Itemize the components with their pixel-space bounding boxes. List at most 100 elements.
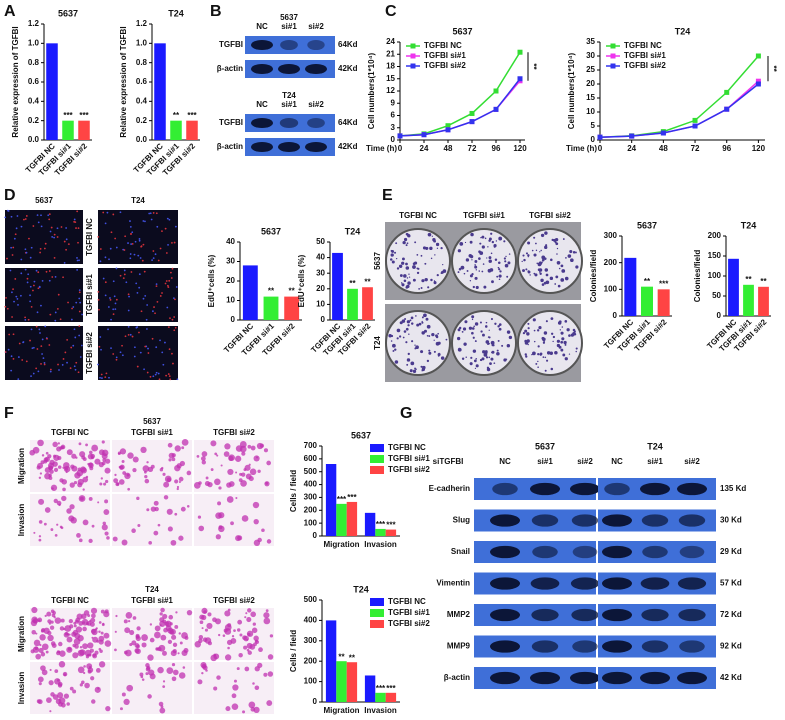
y-tick-label: 10 xyxy=(226,296,235,305)
y-tick-label: 700 xyxy=(304,441,318,450)
marker xyxy=(692,123,698,129)
colony xyxy=(529,274,531,276)
colony xyxy=(424,277,428,282)
cell-dot xyxy=(123,249,126,251)
cell-dot xyxy=(137,254,140,257)
cell-blob xyxy=(137,524,141,528)
y-tick-label: 200 xyxy=(304,505,318,514)
cell-dot xyxy=(33,284,35,287)
cell-blob xyxy=(38,535,42,538)
bar xyxy=(336,503,347,536)
colony xyxy=(541,261,543,263)
cell-blob xyxy=(35,632,38,635)
cell-dot xyxy=(112,280,115,283)
colony xyxy=(412,369,417,373)
blot-band xyxy=(305,141,327,153)
y-tick-label: 0.6 xyxy=(136,77,148,86)
cell-blob xyxy=(247,632,251,637)
colony xyxy=(403,274,407,278)
cell-blob xyxy=(48,466,53,471)
cell-dot xyxy=(16,298,19,300)
marker xyxy=(660,130,666,136)
legend-marker xyxy=(410,43,416,49)
cell-blob xyxy=(198,525,205,532)
cell-blob xyxy=(66,636,73,643)
row-label: MMP9 xyxy=(447,642,471,651)
cell-blob xyxy=(37,439,44,447)
colony xyxy=(435,335,439,339)
cell-dot xyxy=(76,269,79,271)
cell-blob xyxy=(72,643,76,648)
colony xyxy=(474,340,477,343)
y-tick-label: 0.4 xyxy=(28,96,40,105)
cell-dot xyxy=(144,220,146,223)
cell-dot xyxy=(33,280,36,283)
cell-dot xyxy=(54,275,57,278)
colony xyxy=(418,322,422,326)
cell-dot xyxy=(123,273,126,276)
row-label: β-actin xyxy=(217,142,243,151)
cell-dot xyxy=(127,309,130,312)
colony xyxy=(475,269,477,271)
cell-blob xyxy=(255,640,260,645)
cell-dot xyxy=(147,347,149,350)
cell-dot xyxy=(48,213,51,216)
colony xyxy=(433,350,436,353)
cell-dot xyxy=(56,236,59,238)
cell-dot xyxy=(22,341,25,343)
blot-band xyxy=(679,545,705,559)
cell-dot xyxy=(74,336,77,339)
cell-dot xyxy=(109,247,112,250)
colony xyxy=(440,247,443,250)
cell-blob xyxy=(265,609,269,613)
cell-dot xyxy=(145,318,148,321)
cell-dot xyxy=(172,362,174,365)
x-tick-label: 96 xyxy=(722,144,731,153)
blot-band xyxy=(677,577,707,590)
cell-blob xyxy=(58,641,63,647)
colony xyxy=(430,278,433,282)
colony xyxy=(533,253,537,257)
lane-label: NC xyxy=(499,457,511,466)
bar xyxy=(743,284,754,316)
y-tick-label: 0 xyxy=(391,135,396,144)
column-label: TGFBI si#1 xyxy=(131,428,173,437)
blot-band xyxy=(530,482,560,496)
cell-dot xyxy=(170,277,173,279)
cell-blob xyxy=(227,646,230,650)
lane-label: NC xyxy=(611,457,623,466)
colony xyxy=(537,352,540,356)
colony xyxy=(496,275,499,278)
panel-label: E xyxy=(382,187,393,204)
colony xyxy=(410,316,414,320)
cell-dot xyxy=(16,215,19,217)
cell-blob xyxy=(210,468,214,472)
cell-dot xyxy=(40,225,43,228)
panel-label: G xyxy=(400,405,412,422)
cell-blob xyxy=(248,701,256,709)
cell-blob xyxy=(103,482,107,486)
colony xyxy=(503,240,506,243)
cell-dot xyxy=(43,247,46,250)
colony xyxy=(472,285,475,289)
size-label: 64Kd xyxy=(338,118,358,127)
cell-dot xyxy=(158,378,161,381)
cell-dot xyxy=(76,257,78,259)
colony xyxy=(561,269,566,273)
cell-blob xyxy=(175,611,178,614)
blot-band xyxy=(602,577,632,590)
cell-blob xyxy=(230,521,234,526)
y-tick-label: 35 xyxy=(586,37,595,46)
cell-dot xyxy=(81,313,84,316)
colony xyxy=(489,362,492,365)
lane-label: si#2 xyxy=(308,100,324,109)
plate xyxy=(385,310,451,376)
colony xyxy=(405,286,409,289)
y-axis-label: EdU⁺cells (%) xyxy=(297,254,306,307)
cell-dot xyxy=(119,211,122,214)
cell-dot xyxy=(80,344,83,347)
cell-dot xyxy=(75,301,78,304)
y-tick-label: 1.2 xyxy=(136,19,148,28)
cell-blob xyxy=(243,468,247,472)
cell-dot xyxy=(54,319,57,322)
